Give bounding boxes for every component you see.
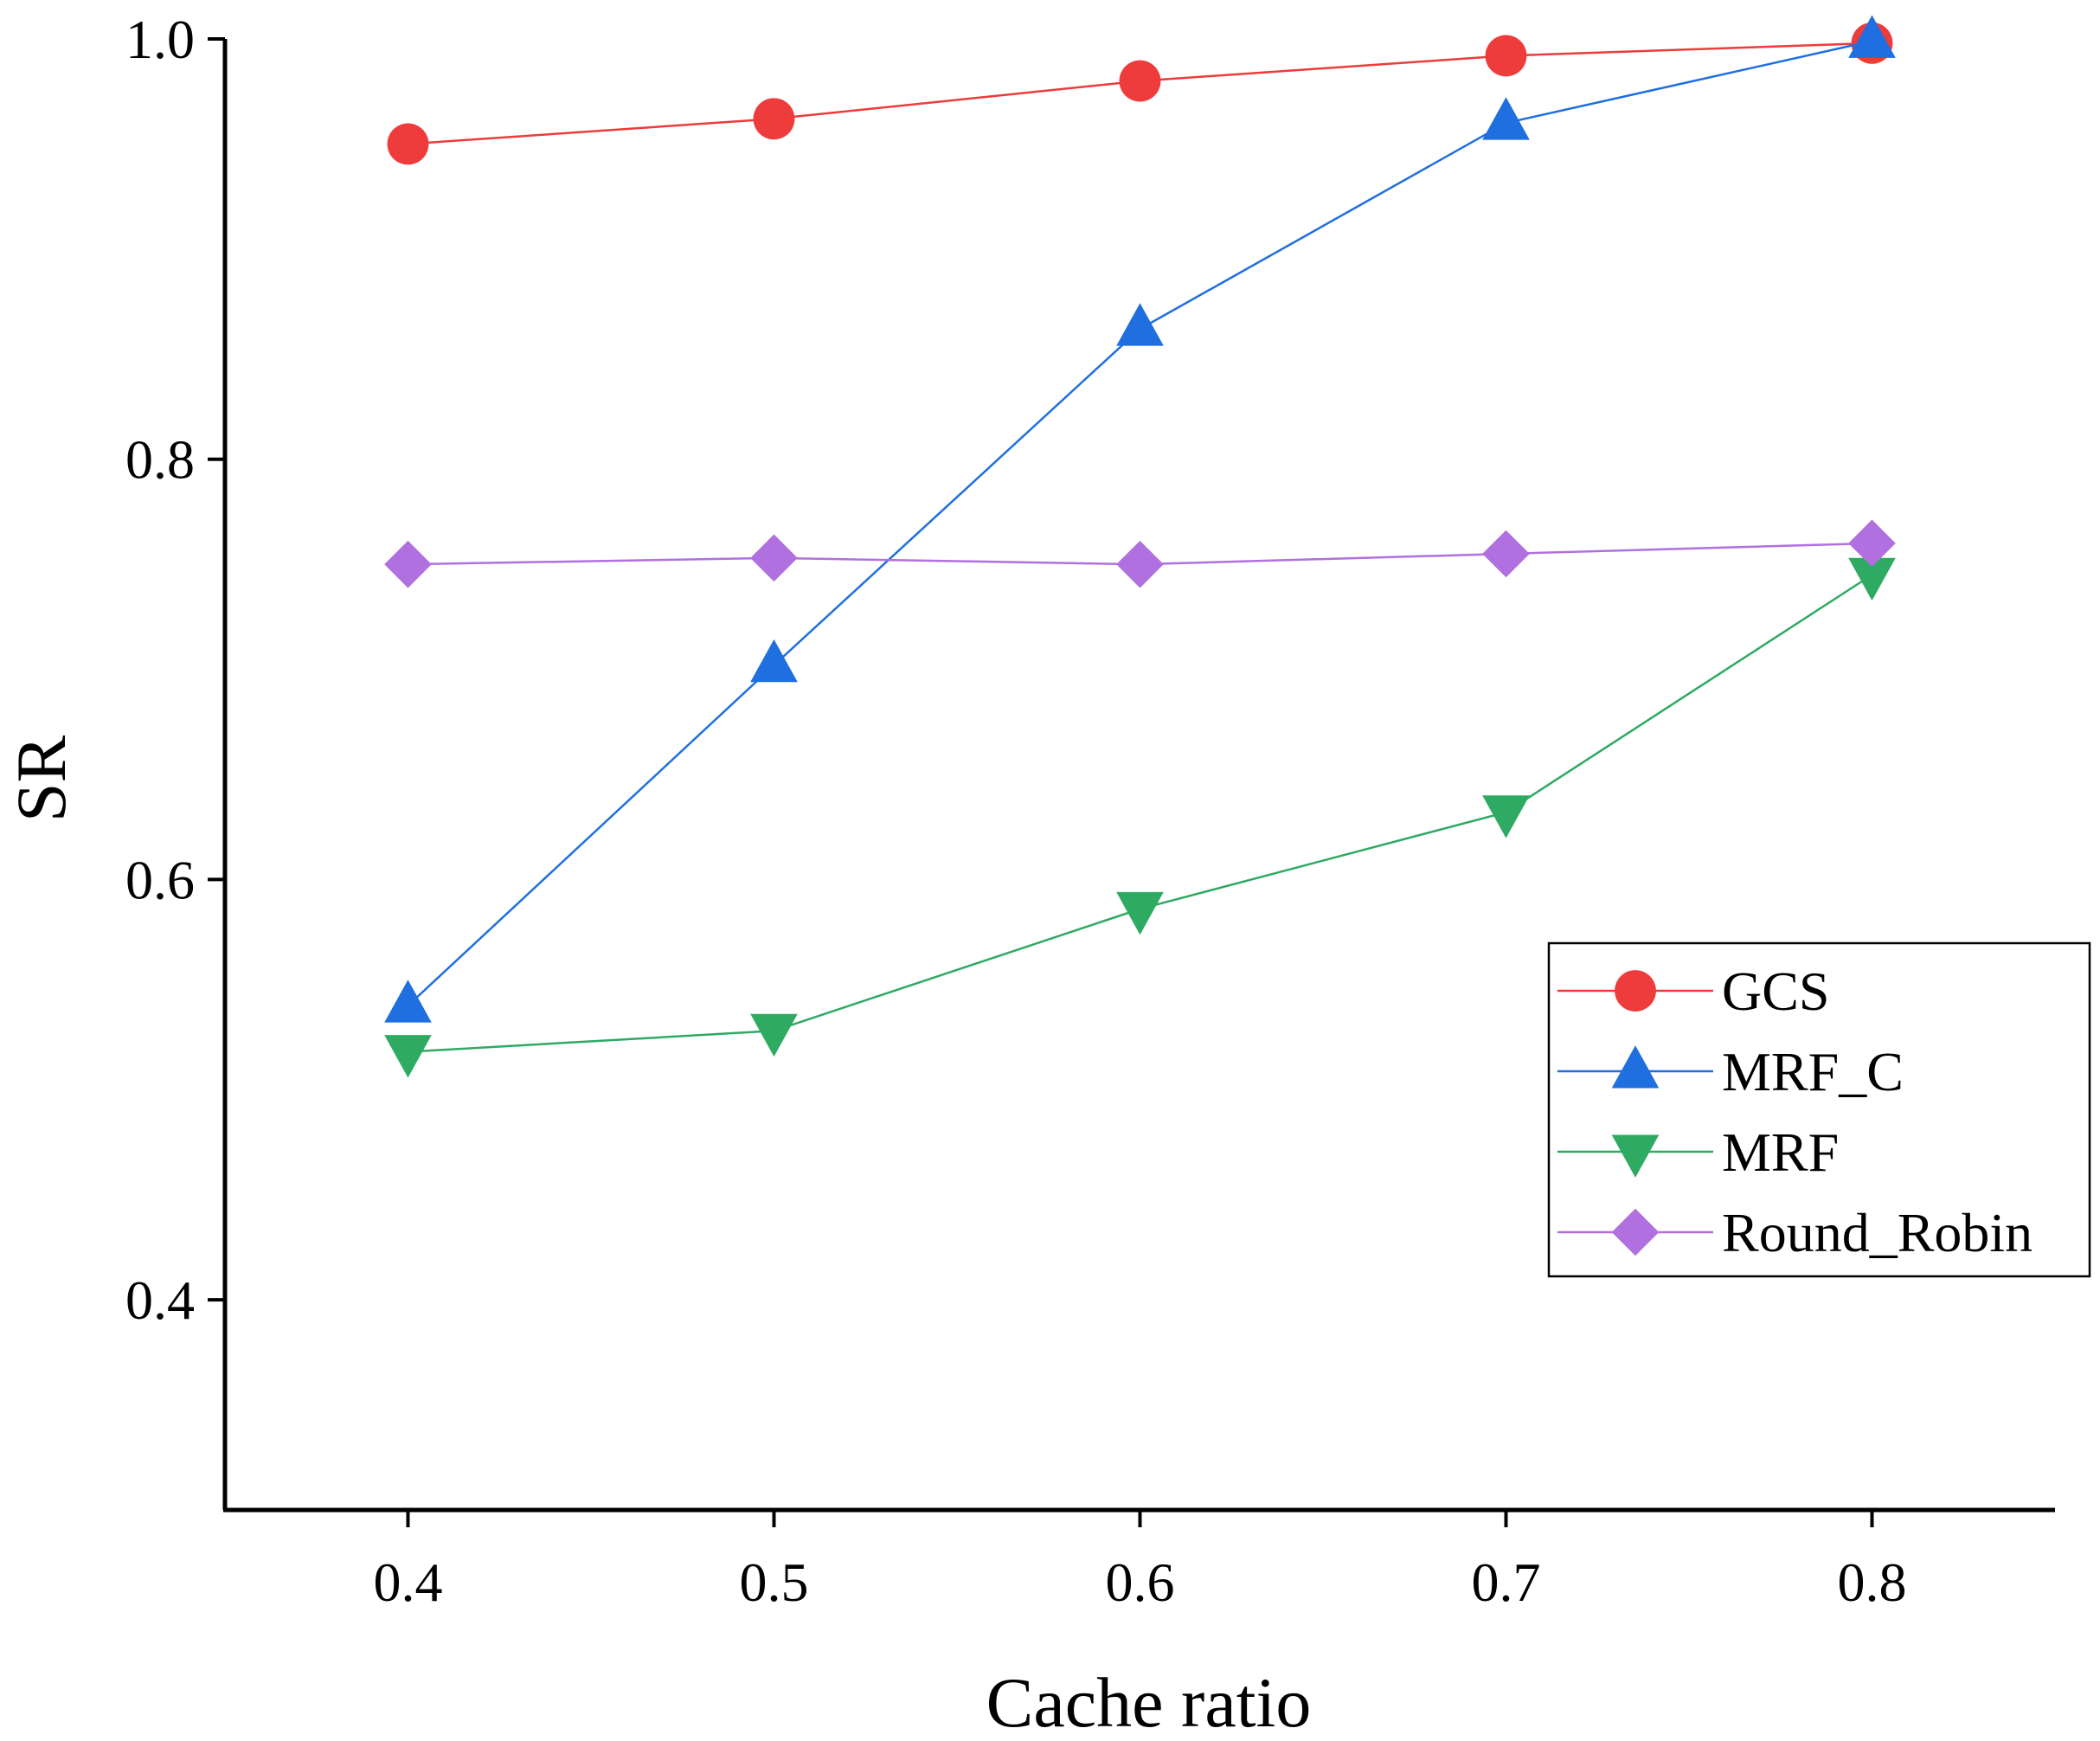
series-line: [407, 40, 1872, 1007]
y-tick-label: 0.4: [125, 1269, 195, 1331]
legend-label: MRF_C: [1722, 1041, 1904, 1102]
data-point: [387, 123, 429, 165]
data-point: [1116, 891, 1164, 935]
series-layer: [384, 15, 1896, 1078]
legend: GCS MRF_C MRF Round_Robin: [1547, 941, 2091, 1278]
legend-marker: [1611, 1045, 1660, 1089]
data-point: [1482, 97, 1530, 140]
legend-label: MRF: [1722, 1121, 1839, 1183]
y-tick-label: 1.0: [125, 9, 195, 70]
series-mrf-c: [384, 15, 1896, 1023]
x-tick-label: 0.8: [1838, 1551, 1907, 1613]
series-gcs: [387, 22, 1893, 165]
data-point: [1116, 303, 1164, 346]
x-tick-label: 0.5: [740, 1551, 809, 1613]
legend-item: Round_Robin: [1557, 1202, 2033, 1263]
legend-marker: [1611, 1208, 1660, 1256]
data-point: [1848, 15, 1896, 58]
x-tick-label: 0.6: [1106, 1551, 1175, 1613]
data-point: [384, 980, 432, 1023]
data-point: [1482, 530, 1530, 578]
y-tick-label: 0.8: [125, 429, 195, 491]
legend-item: GCS: [1557, 960, 1830, 1022]
x-axis-title: Cache ratio: [986, 1663, 1312, 1741]
y-axis-title: SR: [2, 736, 80, 823]
data-point: [750, 1013, 798, 1057]
y-tick-label: 0.6: [125, 849, 195, 910]
data-point: [1116, 540, 1164, 588]
axes: 0.4 0.5 0.6 0.7 0.8 0.4 0.6 0.8 1.0 Cache ratio SR: [2, 9, 2055, 1741]
data-point: [1119, 60, 1161, 102]
legend-marker: [1611, 1134, 1660, 1178]
x-tick-label: 0.7: [1472, 1551, 1541, 1613]
series-round-robin: [384, 519, 1896, 588]
data-point: [384, 1035, 432, 1078]
series-mrf: [384, 557, 1896, 1078]
data-point: [1482, 795, 1530, 838]
data-point: [753, 98, 795, 140]
data-point: [384, 540, 432, 588]
legend-item: MRF: [1557, 1121, 1839, 1183]
x-tick-label: 0.4: [374, 1551, 443, 1613]
data-point: [1848, 519, 1896, 568]
data-point: [750, 534, 798, 582]
data-point: [750, 639, 798, 683]
legend-label: GCS: [1722, 960, 1830, 1022]
data-point: [1848, 557, 1896, 601]
legend-label: Round_Robin: [1722, 1202, 2033, 1263]
legend-marker: [1615, 970, 1656, 1012]
legend-item: MRF_C: [1557, 1041, 1904, 1102]
data-point: [1485, 35, 1527, 77]
